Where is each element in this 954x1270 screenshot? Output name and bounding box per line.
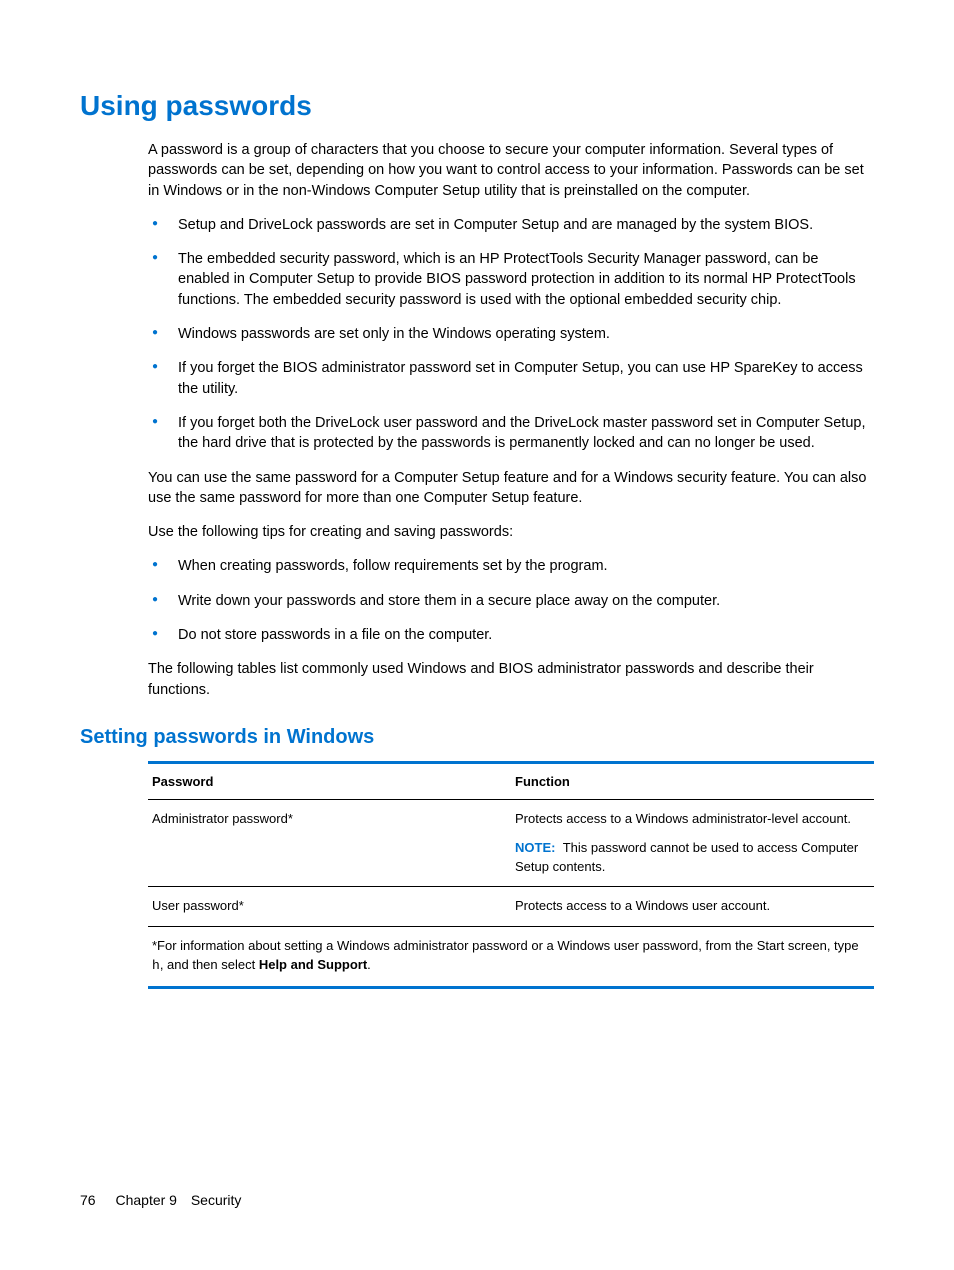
table-footnote-row: *For information about setting a Windows… [148,927,874,988]
list-item: If you forget the BIOS administrator pas… [148,358,874,399]
paragraph-same-password: You can use the same password for a Comp… [148,468,874,509]
column-header-function: Function [511,762,874,799]
bullet-list-1: Setup and DriveLock passwords are set in… [148,215,874,454]
function-text: Protects access to a Windows administrat… [515,810,870,829]
section-heading: Setting passwords in Windows [80,726,874,749]
cell-password-function: Protects access to a Windows administrat… [511,799,874,887]
bullet-list-2: When creating passwords, follow requirem… [148,556,874,645]
footnote-text-pre: *For information about setting a Windows… [152,938,859,953]
cell-password-name: User password* [148,887,511,927]
list-item: Setup and DriveLock passwords are set in… [148,215,874,235]
cell-password-name: Administrator password* [148,799,511,887]
list-item: If you forget both the DriveLock user pa… [148,413,874,454]
chapter-label: Chapter 9 [115,1192,176,1208]
page-heading: Using passwords [80,90,874,122]
footnote-text-mid: , and then select [160,957,259,972]
intro-paragraph: A password is a group of characters that… [148,140,874,201]
table-row: Administrator password* Protects access … [148,799,874,887]
paragraph-table-intro: The following tables list commonly used … [148,659,874,700]
list-item: When creating passwords, follow requirem… [148,556,874,576]
passwords-table: Password Function Administrator password… [148,761,874,989]
chapter-title: Security [191,1192,242,1208]
page-number: 76 [80,1192,96,1208]
note-text: This password cannot be used to access C… [515,840,858,874]
list-item: Write down your passwords and store them… [148,591,874,611]
table-header-row: Password Function [148,762,874,799]
column-header-password: Password [148,762,511,799]
passwords-table-container: Password Function Administrator password… [148,761,874,989]
table-row: User password* Protects access to a Wind… [148,887,874,927]
footnote-mono: h [152,958,160,973]
list-item: Windows passwords are set only in the Wi… [148,324,874,344]
table-footnote: *For information about setting a Windows… [148,927,874,988]
cell-password-function: Protects access to a Windows user accoun… [511,887,874,927]
paragraph-tips-intro: Use the following tips for creating and … [148,522,874,542]
footnote-text-end: . [367,957,371,972]
list-item: The embedded security password, which is… [148,249,874,310]
page-footer: 76 Chapter 9 Security [80,1192,241,1208]
footnote-bold: Help and Support [259,957,367,972]
note-label: NOTE: [515,840,555,855]
function-text: Protects access to a Windows user accoun… [515,897,870,916]
function-note: NOTE: This password cannot be used to ac… [515,839,870,877]
list-item: Do not store passwords in a file on the … [148,625,874,645]
